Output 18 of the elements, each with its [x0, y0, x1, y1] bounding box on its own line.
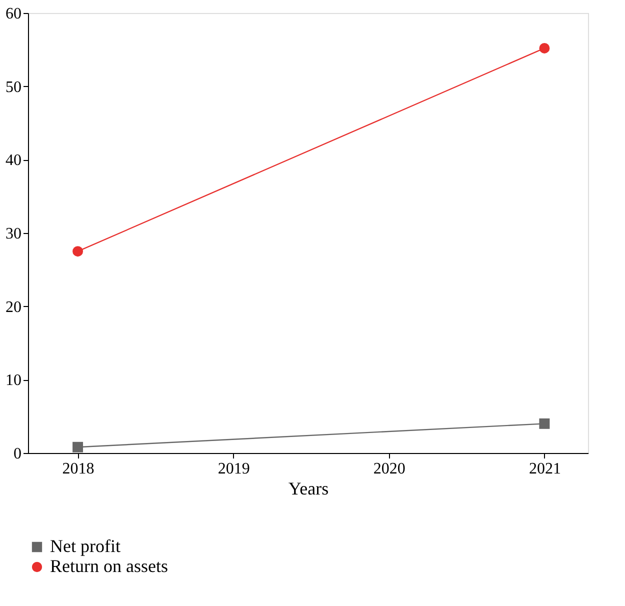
x-tick-label: 2021 — [528, 460, 561, 478]
y-tick-label: 60 — [6, 6, 22, 22]
y-tick-label: 20 — [6, 298, 22, 316]
y-tick-label: 0 — [14, 446, 22, 462]
legend-label: Return on assets — [50, 556, 168, 576]
point — [72, 442, 84, 452]
y-tick-label: 10 — [6, 372, 22, 390]
x-axis-title: Years — [288, 478, 329, 498]
point — [539, 42, 550, 54]
y-tick-label: 30 — [6, 226, 22, 242]
x-tick-label: 2019 — [218, 460, 250, 478]
y-tick-label: 40 — [6, 152, 22, 170]
y-tick-label: 50 — [6, 78, 22, 96]
x-tick-label: 2020 — [373, 460, 406, 478]
point — [72, 246, 84, 257]
point — [539, 418, 550, 429]
legend-label: Net profit — [50, 536, 120, 556]
x-tick-label: 2018 — [62, 460, 94, 478]
